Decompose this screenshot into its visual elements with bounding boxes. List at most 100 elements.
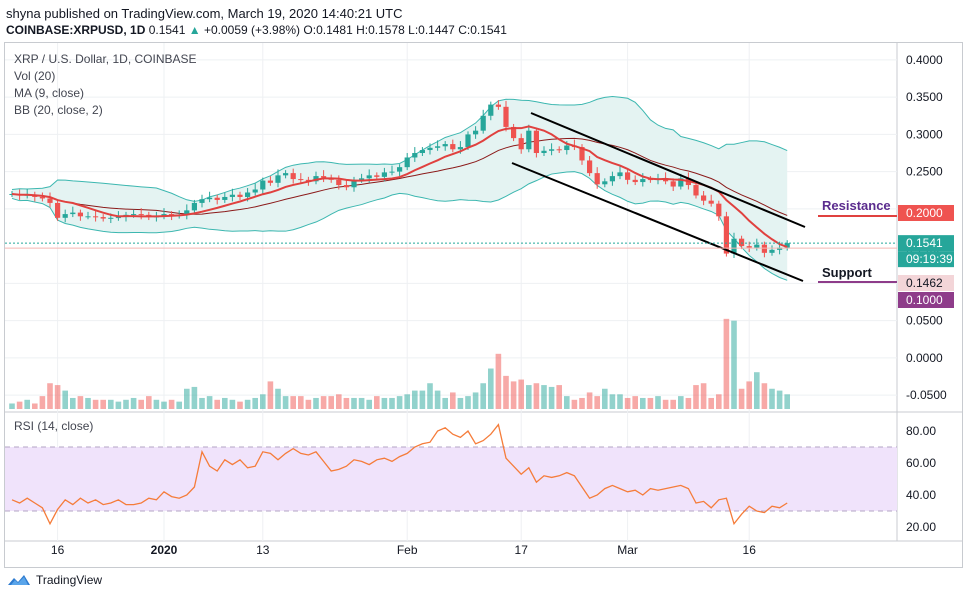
candle-body	[131, 214, 137, 216]
candle-body	[480, 115, 486, 131]
candle-body	[473, 130, 479, 135]
candle-body	[321, 176, 327, 178]
volume-bar	[541, 385, 547, 409]
price-tick-label: 0.3500	[906, 90, 943, 104]
candle-body	[526, 130, 532, 150]
candle-body	[199, 199, 205, 203]
candle-body	[184, 210, 190, 215]
bar-countdown-badge: 09:19:39	[906, 252, 953, 266]
bb-lower-line	[11, 171, 788, 281]
legend-bb[interactable]: BB (20, close, 2)	[14, 103, 103, 117]
volume-bar	[480, 383, 486, 409]
volume-bar	[647, 397, 654, 409]
volume-bar	[594, 396, 600, 409]
tradingview-cloud-icon	[8, 575, 30, 585]
candle-body	[556, 149, 562, 151]
volume-bar	[412, 390, 418, 409]
candle-body	[359, 178, 365, 180]
volume-bar	[70, 397, 76, 409]
candle-body	[769, 249, 775, 253]
candle-body	[100, 217, 106, 219]
volume-bar	[100, 399, 106, 409]
price-tick-label: 0.4000	[906, 53, 943, 67]
candle-body	[533, 130, 539, 154]
volume-bar	[761, 383, 768, 409]
candle-body	[366, 175, 372, 179]
volume-bar	[624, 397, 631, 409]
candle-body	[427, 147, 433, 151]
candle-body	[108, 217, 114, 219]
candle-body	[670, 181, 676, 187]
candle-body	[336, 179, 342, 186]
volume-bar	[754, 372, 760, 409]
ohlc-values: O:0.1481 H:0.1578 L:0.1447 C:0.1541	[303, 23, 507, 37]
legend-ma[interactable]: MA (9, close)	[14, 86, 85, 100]
candle-body	[267, 180, 273, 183]
candle-body	[70, 212, 76, 215]
candle-body	[245, 192, 251, 197]
candle-body	[39, 196, 45, 199]
volume-bar	[776, 390, 783, 409]
resistance-price-badge-bg	[898, 205, 954, 221]
candle-body	[701, 195, 707, 201]
legend-rsi[interactable]: RSI (14, close)	[14, 419, 94, 433]
volume-bar	[503, 375, 509, 409]
candle-body	[602, 181, 608, 185]
volume-bar	[526, 385, 532, 409]
rsi-tick-label: 20.00	[906, 520, 936, 534]
legend-volume[interactable]: Vol (20)	[14, 69, 56, 83]
candle-body	[587, 160, 593, 174]
volume-bar	[678, 396, 684, 409]
volume-bar	[533, 383, 540, 409]
candle-body	[678, 178, 684, 187]
volume-bar	[176, 401, 182, 409]
volume-bar	[738, 388, 745, 409]
candle-body	[389, 171, 395, 173]
tradingview-logo[interactable]: TradingView	[6, 573, 102, 587]
volume-bar	[374, 396, 380, 409]
volume-bar	[153, 399, 160, 409]
volume-bar	[108, 399, 114, 409]
volume-pane	[9, 318, 790, 409]
candle-body	[275, 175, 281, 183]
time-tick-label: Feb	[397, 543, 418, 557]
candle-body	[77, 212, 83, 217]
volume-bar	[260, 394, 266, 409]
candle-body	[465, 134, 471, 148]
bb-lower-badge: 0.1462	[906, 276, 943, 290]
volume-bar	[229, 399, 236, 409]
candle-body	[343, 185, 349, 188]
candle-body	[85, 216, 91, 218]
time-tick-label: 17	[515, 543, 529, 557]
volume-bar	[442, 397, 448, 409]
rsi-tick-label: 80.00	[906, 424, 936, 438]
candle-body	[404, 157, 410, 168]
volume-bar	[571, 399, 578, 409]
candle-body	[207, 197, 213, 200]
volume-bar	[252, 397, 258, 409]
volume-bar	[700, 383, 707, 409]
publish-line: shyna published on TradingView.com, Marc…	[6, 6, 403, 21]
volume-bar	[282, 396, 289, 409]
volume-bar	[328, 396, 334, 409]
volume-bar	[62, 390, 68, 409]
symbol-name[interactable]: COINBASE:XRPUSD, 1D	[6, 23, 146, 37]
candle-body	[625, 172, 631, 180]
tradingview-brand[interactable]: TradingView	[36, 573, 103, 587]
candle-body	[503, 106, 509, 127]
volume-bar	[419, 390, 426, 409]
candle-body	[412, 153, 418, 158]
support-price-badge-bg	[898, 292, 954, 308]
chart-frame[interactable]	[4, 42, 963, 568]
volume-bar	[510, 381, 517, 409]
candle-body	[229, 194, 235, 197]
candle-body	[511, 126, 517, 139]
ma-line	[11, 125, 788, 249]
volume-bar	[358, 397, 365, 409]
volume-bar	[366, 399, 372, 409]
candle-body	[381, 172, 387, 177]
volume-bar	[184, 388, 190, 409]
price-tick-label: -0.0500	[906, 388, 947, 402]
volume-bar	[32, 403, 38, 409]
